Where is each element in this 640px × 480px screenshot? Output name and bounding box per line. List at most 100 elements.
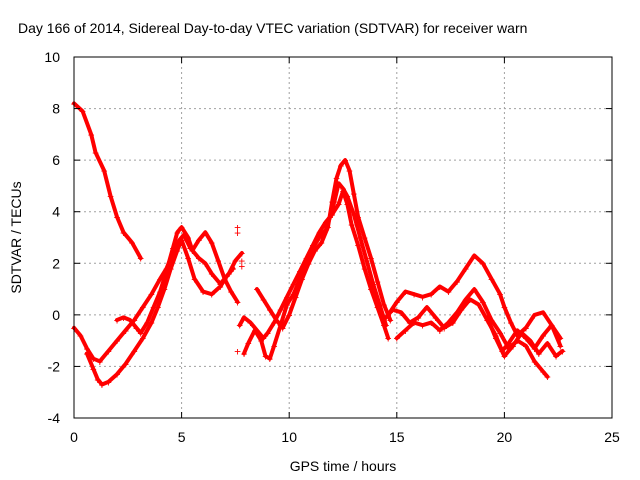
data-point: + bbox=[355, 211, 362, 224]
data-point: + bbox=[531, 309, 538, 322]
data-series-track-7 bbox=[254, 158, 393, 330]
data-point: + bbox=[92, 146, 99, 159]
data-point: + bbox=[148, 288, 155, 301]
data-point: + bbox=[267, 304, 274, 317]
data-point: + bbox=[445, 286, 452, 299]
data-point: + bbox=[185, 232, 192, 245]
data-point: + bbox=[342, 154, 349, 167]
data-point: + bbox=[284, 291, 291, 304]
data-point: + bbox=[376, 299, 383, 312]
data-point: + bbox=[305, 257, 312, 270]
data-series-track-6 bbox=[242, 181, 388, 361]
y-tick-label: 10 bbox=[44, 49, 60, 65]
data-point: + bbox=[234, 296, 241, 309]
data-point: + bbox=[357, 232, 364, 245]
data-point: + bbox=[122, 358, 129, 371]
data-series-track-11 bbox=[485, 315, 565, 359]
data-point: + bbox=[239, 247, 246, 260]
data-point: + bbox=[150, 301, 157, 314]
data-point: + bbox=[333, 172, 340, 185]
data-point: + bbox=[393, 332, 400, 345]
data-point: + bbox=[155, 301, 162, 314]
data-point: + bbox=[114, 314, 121, 327]
data-point: + bbox=[286, 309, 293, 322]
data-point: + bbox=[114, 335, 121, 348]
data-point: + bbox=[462, 262, 469, 275]
data-point: + bbox=[273, 314, 280, 327]
data-point: + bbox=[368, 283, 375, 296]
data-point: + bbox=[174, 244, 181, 257]
data-point: + bbox=[557, 332, 564, 345]
data-point: + bbox=[101, 164, 108, 177]
data-series-track-3 bbox=[84, 238, 236, 387]
ticks: 0 5 10 15 20 25 -4 -2 0 2 4 6 8 10 bbox=[44, 49, 620, 445]
data-point: + bbox=[230, 262, 237, 275]
data-point: + bbox=[346, 164, 353, 177]
data-point: + bbox=[501, 350, 508, 363]
data-point: + bbox=[559, 345, 566, 358]
data-point: + bbox=[254, 283, 261, 296]
data-point: + bbox=[484, 311, 491, 324]
data-series-track-4 bbox=[115, 225, 240, 335]
data-point: + bbox=[258, 335, 265, 348]
data-point: + bbox=[148, 317, 155, 330]
data-point: + bbox=[260, 293, 267, 306]
data-point: + bbox=[94, 373, 101, 386]
data-point: + bbox=[168, 262, 175, 275]
data-point: + bbox=[297, 265, 304, 278]
data-point: + bbox=[536, 348, 543, 361]
data-point: + bbox=[232, 255, 239, 268]
data-point: + bbox=[471, 283, 478, 296]
data-point: + bbox=[437, 280, 444, 293]
data-point: + bbox=[90, 363, 97, 376]
x-tick-label: 20 bbox=[497, 429, 513, 445]
data-point: + bbox=[221, 273, 228, 286]
data-point: + bbox=[290, 288, 297, 301]
data-point: + bbox=[381, 299, 388, 312]
data-point: + bbox=[363, 255, 370, 268]
data-point: + bbox=[462, 293, 469, 306]
y-tick-label: -4 bbox=[48, 410, 61, 426]
data-point: + bbox=[90, 353, 97, 366]
data-point: + bbox=[368, 252, 375, 265]
data-point: + bbox=[178, 234, 185, 247]
data-point: + bbox=[180, 229, 187, 242]
data-point: + bbox=[419, 319, 426, 332]
data-point: + bbox=[290, 278, 297, 291]
data-point: + bbox=[344, 198, 351, 211]
data-point: + bbox=[518, 327, 525, 340]
data-point: + bbox=[471, 250, 478, 263]
data-point: + bbox=[497, 288, 504, 301]
y-tick-label: 2 bbox=[52, 255, 60, 271]
data-point: + bbox=[140, 332, 147, 345]
data-point: + bbox=[381, 314, 388, 327]
data-point: + bbox=[99, 378, 106, 391]
data-point: + bbox=[329, 195, 336, 208]
data-point: + bbox=[445, 317, 452, 330]
data-point: + bbox=[544, 371, 551, 384]
data-series-track-2 bbox=[72, 232, 244, 364]
data-point: + bbox=[322, 216, 329, 229]
data-point: + bbox=[114, 368, 121, 381]
data-point: + bbox=[84, 342, 91, 355]
data-point: + bbox=[196, 252, 203, 265]
outlier-point: + bbox=[239, 255, 246, 268]
data-point: + bbox=[170, 242, 177, 255]
data-point: + bbox=[271, 317, 278, 330]
outlier-point: + bbox=[234, 226, 241, 239]
x-axis-title: GPS time / hours bbox=[290, 458, 397, 474]
data-point: + bbox=[411, 317, 418, 330]
data-point: + bbox=[191, 273, 198, 286]
data-point: + bbox=[385, 332, 392, 345]
data-point: + bbox=[131, 345, 138, 358]
x-tick-label: 5 bbox=[178, 429, 186, 445]
data-point: + bbox=[335, 177, 342, 190]
data-point: + bbox=[157, 273, 164, 286]
data-point: + bbox=[107, 190, 114, 203]
data-point: + bbox=[318, 237, 325, 250]
data-point: + bbox=[185, 252, 192, 265]
data-point: + bbox=[424, 301, 431, 314]
y-tick-label: -2 bbox=[48, 358, 61, 374]
data-point: + bbox=[208, 268, 215, 281]
